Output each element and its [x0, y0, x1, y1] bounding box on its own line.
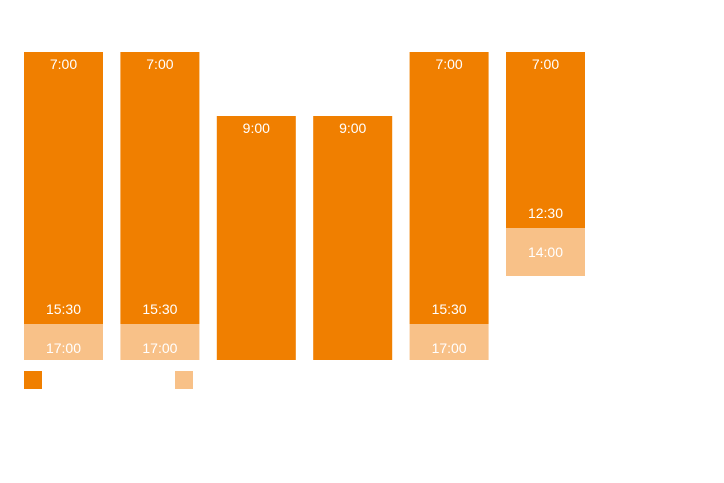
bar-main-2 — [216, 116, 296, 360]
legend-item-main — [24, 371, 175, 389]
bar-main-3 — [313, 116, 393, 360]
extended-end-time-label: 17:00 — [432, 340, 467, 356]
end-time-label: 15:30 — [46, 301, 81, 317]
bar-extra-0 — [24, 324, 103, 360]
start-time-label: 7:00 — [146, 56, 173, 72]
bar-main-4 — [409, 52, 489, 324]
legend — [24, 371, 326, 389]
bar-main-5 — [506, 52, 585, 228]
bar-extra-1 — [120, 324, 200, 360]
extended-end-time-label: 17:00 — [142, 340, 177, 356]
start-time-label: 7:00 — [532, 56, 559, 72]
bar-extra-4 — [409, 324, 489, 360]
legend-swatch-main — [24, 371, 42, 389]
legend-swatch-extra — [175, 371, 193, 389]
end-time-label: 15:30 — [142, 301, 177, 317]
end-time-label: 15:30 — [432, 301, 467, 317]
bar-main-1 — [120, 52, 200, 324]
extended-end-time-label: 14:00 — [528, 244, 563, 260]
bar-extra-5 — [506, 228, 585, 276]
end-time-label: 12:30 — [528, 205, 563, 221]
schedule-chart: 7:0015:3017:007:0015:3017:009:0017:3019:… — [24, 52, 585, 360]
start-time-label: 7:00 — [435, 56, 462, 72]
start-time-label: 7:00 — [50, 56, 77, 72]
start-time-label: 9:00 — [243, 120, 270, 136]
bar-main-0 — [24, 52, 103, 324]
extended-end-time-label: 17:00 — [46, 340, 81, 356]
start-time-label: 9:00 — [339, 120, 366, 136]
legend-item-extra — [175, 371, 326, 389]
